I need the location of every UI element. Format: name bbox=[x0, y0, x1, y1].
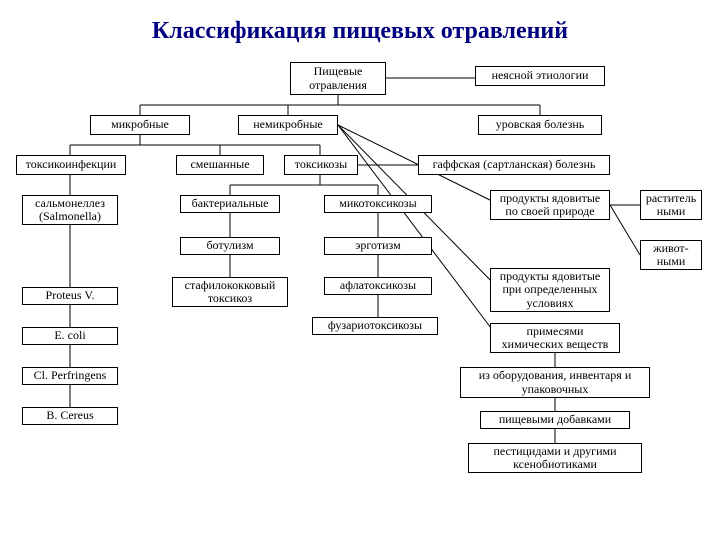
node-aflatoksikozi: афлатоксикозы bbox=[324, 277, 432, 295]
node-perfringens: Cl. Perfringens bbox=[22, 367, 118, 385]
node-dobavkami: пищевыми добавками bbox=[480, 411, 630, 429]
node-prod-yad-usloviya: продукты ядовитые при определенных услов… bbox=[490, 268, 610, 312]
node-cereus: B. Cereus bbox=[22, 407, 118, 425]
node-mikotoksikozi: микотоксикозы bbox=[324, 195, 432, 213]
node-ergotizm: эрготизм bbox=[324, 237, 432, 255]
node-bakterialnye: бактериальные bbox=[180, 195, 280, 213]
node-toksikoinfekcii: токсикоинфекции bbox=[16, 155, 126, 175]
node-ecoli: E. coli bbox=[22, 327, 118, 345]
node-mikrobnye: микробные bbox=[90, 115, 190, 135]
node-gaffskaya: гаффская (сартланская) болезнь bbox=[418, 155, 610, 175]
node-stafilokok: стафилококковый токсикоз bbox=[172, 277, 288, 307]
node-root: Пищевые отравления bbox=[290, 62, 386, 95]
node-smeshannye: смешанные bbox=[176, 155, 264, 175]
node-botulizm: ботулизм bbox=[180, 237, 280, 255]
node-nemikrobnye: немикробные bbox=[238, 115, 338, 135]
node-fuzario: фузариотоксикозы bbox=[312, 317, 438, 335]
node-proteus: Proteus V. bbox=[22, 287, 118, 305]
node-zhivotnymi: живот-ными bbox=[640, 240, 702, 270]
node-neyasnoy: неясной этиологии bbox=[475, 66, 605, 86]
node-salmonellez: сальмонеллез (Salmonella) bbox=[22, 195, 118, 225]
node-toksikozy: токсикозы bbox=[284, 155, 358, 175]
diagram-title: Классификация пищевых отравлений bbox=[0, 18, 720, 45]
node-pesticidami: пестицидами и другими ксенобиотиками bbox=[468, 443, 642, 473]
node-primesyami: примесями химических веществ bbox=[490, 323, 620, 353]
node-oborudovaniya: из оборудования, инвентаря и упаковочных bbox=[460, 367, 650, 398]
node-rastitelnymi: раститель ными bbox=[640, 190, 702, 220]
node-prod-yad-priroda: продукты ядовитые по своей природе bbox=[490, 190, 610, 220]
node-urovskaya: уровская болезнь bbox=[478, 115, 602, 135]
